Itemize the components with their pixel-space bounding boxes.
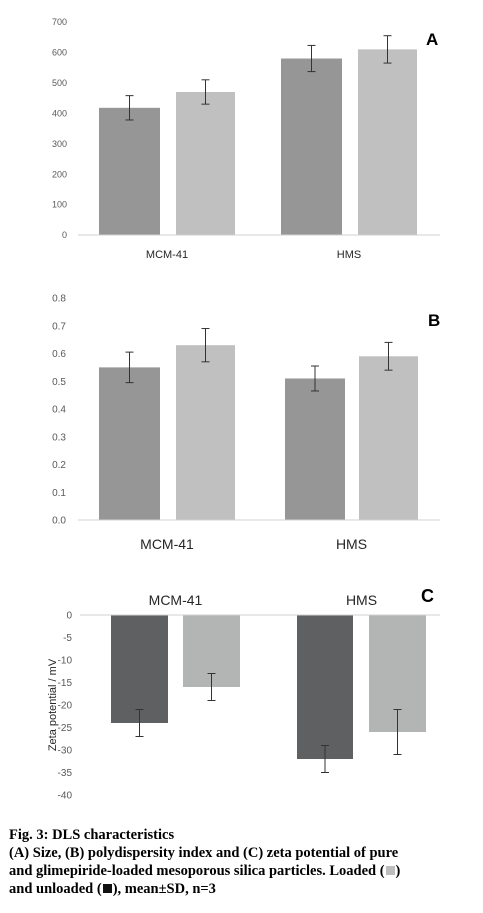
figure-caption: Fig. 3: DLS characteristics (A) Size, (B… bbox=[9, 826, 479, 898]
bar bbox=[285, 378, 345, 520]
y-tick-label: 200 bbox=[52, 169, 67, 179]
y-tick-label: 700 bbox=[52, 17, 67, 27]
y-tick-label: -35 bbox=[58, 768, 73, 779]
y-tick-label: 0.1 bbox=[52, 488, 66, 499]
y-tick-label: 400 bbox=[52, 108, 67, 118]
bar bbox=[176, 345, 235, 520]
y-tick-label: -10 bbox=[58, 656, 73, 667]
bar bbox=[99, 107, 160, 235]
category-label: HMS bbox=[337, 249, 361, 261]
unloaded-square-icon bbox=[102, 884, 112, 893]
category-label: HMS bbox=[336, 536, 367, 552]
bar bbox=[281, 58, 342, 236]
y-axis-label: Zeta potential / mV bbox=[47, 658, 59, 751]
chart-c-zeta-potential: 0 -5 -10 -15 -20 -25 -30 -35 -40 MCM-41 HMS C Zeta p… bbox=[47, 586, 440, 802]
panel-label: C bbox=[421, 586, 434, 606]
loaded-square-icon bbox=[385, 866, 395, 875]
panel-label: A bbox=[426, 30, 438, 49]
caption-line-3: and unloaded ( ), mean±SD, n=3 bbox=[9, 880, 479, 898]
y-tick-label: -25 bbox=[58, 723, 73, 734]
y-tick-label: 500 bbox=[52, 78, 67, 88]
y-tick-label: 0 bbox=[66, 611, 72, 622]
caption-line-3a: and unloaded ( bbox=[9, 881, 102, 897]
caption-line-2: and glimepiride-loaded mesoporous silica… bbox=[9, 862, 479, 880]
caption-line-1: (A) Size, (B) polydispersity index and (… bbox=[9, 845, 399, 861]
caption-line-2b: ) bbox=[395, 863, 401, 879]
y-tick-label: 0.0 bbox=[52, 516, 66, 527]
bar bbox=[99, 367, 160, 520]
panel-label: B bbox=[428, 311, 440, 330]
y-tick-label: -20 bbox=[58, 701, 73, 712]
caption-line-2a: and glimepiride-loaded mesoporous silica… bbox=[9, 863, 385, 879]
y-tick-label: 0.3 bbox=[52, 432, 66, 443]
y-tick-label: -15 bbox=[58, 678, 73, 689]
y-tick-label: 0.4 bbox=[52, 405, 66, 416]
bar bbox=[176, 91, 235, 235]
y-tick-label: 0.5 bbox=[52, 377, 66, 388]
bar bbox=[297, 615, 353, 759]
category-label: HMS bbox=[346, 592, 377, 608]
y-tick-label: 0.6 bbox=[52, 349, 66, 360]
y-tick-label: -5 bbox=[63, 633, 72, 644]
y-tick-label: 0.8 bbox=[52, 294, 66, 305]
y-tick-label: -40 bbox=[58, 791, 73, 802]
y-tick-label: 300 bbox=[52, 139, 67, 149]
caption-line-3b: ), mean±SD, n=3 bbox=[112, 881, 216, 897]
y-tick-label: 600 bbox=[52, 48, 67, 58]
y-tick-label: 0.2 bbox=[52, 460, 66, 471]
chart-b-polydispersity: 0.0 0.1 0.2 0.3 0.4 0.5 0.6 0.7 0.8 MCM-41 HMS B bbox=[52, 294, 440, 553]
caption-title: Fig. 3: DLS characteristics bbox=[9, 827, 175, 843]
y-tick-label: -30 bbox=[58, 746, 73, 757]
category-label: MCM-41 bbox=[149, 592, 203, 608]
y-tick-label: 0 bbox=[62, 230, 67, 240]
bar bbox=[111, 615, 168, 723]
category-label: MCM-41 bbox=[146, 249, 188, 261]
chart-a-size: 0 100 200 300 400 500 600 700 MCM-41 HMS A bbox=[52, 17, 440, 261]
category-label: MCM-41 bbox=[140, 536, 194, 552]
y-tick-label: 100 bbox=[52, 200, 67, 210]
bar bbox=[359, 356, 418, 520]
bar bbox=[358, 49, 417, 236]
y-tick-label: 0.7 bbox=[52, 321, 66, 332]
